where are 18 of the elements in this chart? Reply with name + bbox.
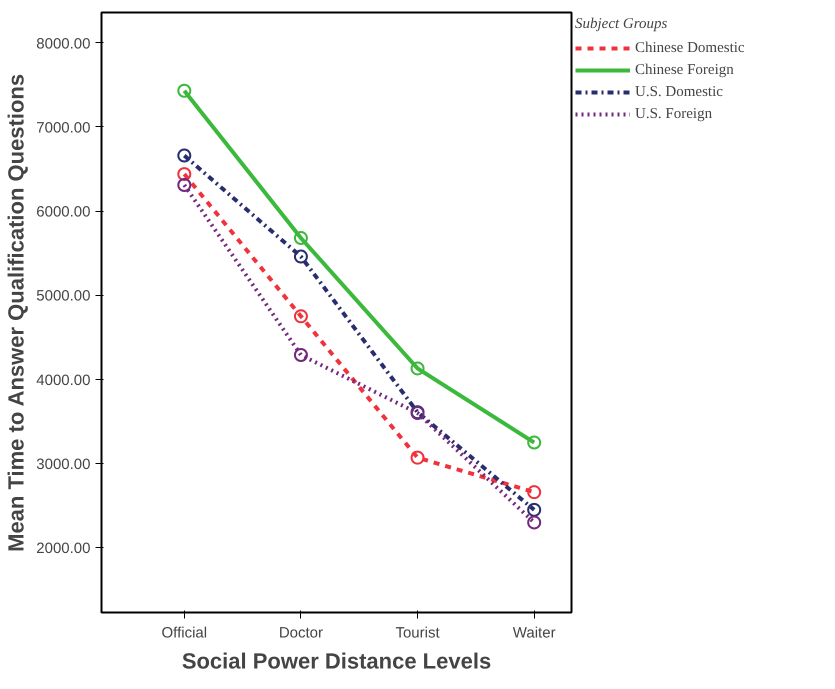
y-tick-label: 5000.00 <box>36 288 91 305</box>
x-tick-label: Waiter <box>512 624 556 642</box>
legend-label: U.S. Foreign <box>635 106 712 122</box>
y-tick-label: 2000.00 <box>36 540 91 558</box>
y-axis-title: Mean Time to Answer Qualification Questions <box>3 74 28 552</box>
x-tick-label: Official <box>162 624 208 642</box>
y-tick-label: 4000.00 <box>36 372 91 389</box>
y-tick-label: 7000.00 <box>36 119 91 136</box>
y-tick-label: 8000.00 <box>36 35 91 52</box>
y-tick-label: 6000.00 <box>36 204 91 221</box>
x-axis-title: Social Power Distance Levels <box>182 648 492 674</box>
legend-title: Subject Groups <box>575 16 668 33</box>
y-tick-label: 3000.00 <box>36 456 91 474</box>
legend-label: Chinese Foreign <box>635 62 734 78</box>
legend-label: U.S. Domestic <box>635 84 723 100</box>
x-tick-label: Doctor <box>278 624 324 642</box>
x-tick-label: Tourist <box>395 624 440 642</box>
legend-label: Chinese Domestic <box>635 40 745 56</box>
